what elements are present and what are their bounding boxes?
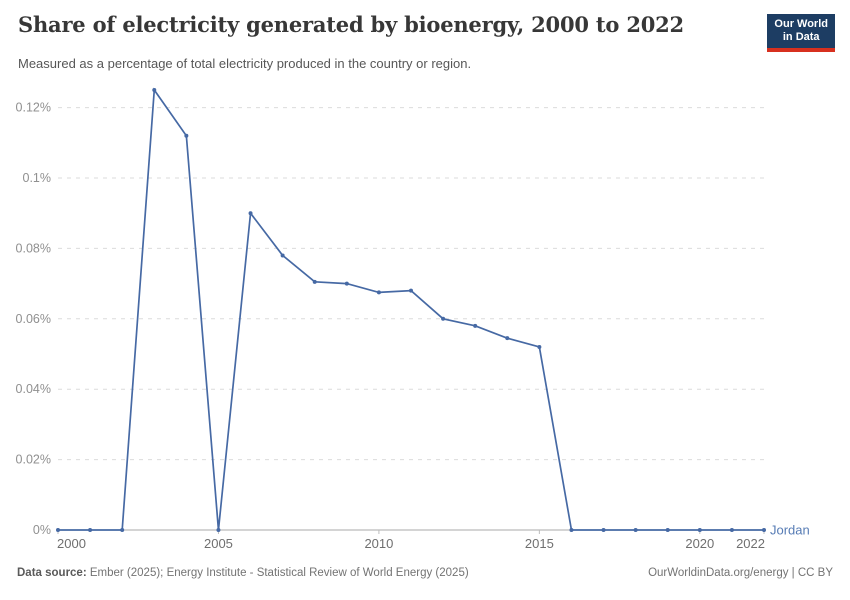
data-point [537,344,542,349]
x-tick-label: 2005 [204,536,233,551]
y-tick-label: 0.08% [16,241,51,255]
data-point [601,528,606,532]
owid-logo: Our World in Data [767,14,835,52]
data-point [729,528,734,532]
page-title: Share of electricity generated by bioene… [18,12,684,37]
data-point [216,528,221,532]
y-tick-label: 0.1% [23,171,52,185]
x-tick-label: 2015 [525,536,554,551]
y-tick-label: 0.04% [16,382,51,396]
data-point [665,528,670,532]
data-point [248,211,253,216]
data-point [280,253,285,258]
x-tick-label: 2020 [685,536,714,551]
data-point [633,528,638,532]
data-point [505,336,510,341]
data-point [762,528,766,532]
y-tick-label: 0.06% [16,312,51,326]
chart-footer: Data source: Ember (2025); Energy Instit… [17,567,833,579]
chart-subtitle: Measured as a percentage of total electr… [18,56,472,71]
owid-logo-line1: Our World [774,18,828,30]
y-tick-label: 0% [33,523,51,537]
data-point [152,88,157,92]
x-tick-label: 2000 [57,536,86,551]
data-point [312,279,317,284]
y-tick-label: 0.12% [16,101,51,115]
data-source-note: Data source: Ember (2025); Energy Instit… [17,567,469,579]
data-point [473,323,478,328]
x-tick-label: 2022 [736,536,765,551]
data-line [58,87,764,531]
data-point [344,281,349,286]
x-tick-label: 2010 [364,536,393,551]
owid-logo-line2: in Data [782,31,820,43]
data-point [409,288,413,293]
data-point [88,528,93,532]
data-source-text: Ember (2025); Energy Institute - Statist… [86,567,469,579]
data-point [697,528,702,532]
series-label: Jordan [770,523,810,538]
data-point [376,290,381,295]
data-point [56,528,60,532]
y-tick-label: 0.02% [16,453,51,467]
data-point [569,528,574,532]
data-point [184,133,189,138]
license-credit: OurWorldinData.org/energy | CC BY [648,567,833,579]
data-point [441,316,446,321]
data-source-label: Data source: [17,567,87,579]
data-point [120,528,125,532]
